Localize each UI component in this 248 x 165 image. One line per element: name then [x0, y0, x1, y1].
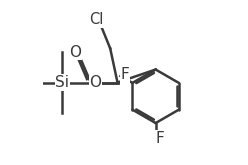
Text: O: O — [69, 45, 81, 60]
Text: F: F — [120, 67, 129, 82]
Text: O: O — [90, 75, 102, 90]
Text: Si: Si — [55, 75, 69, 90]
Text: Cl: Cl — [89, 12, 103, 27]
Text: F: F — [156, 131, 165, 146]
